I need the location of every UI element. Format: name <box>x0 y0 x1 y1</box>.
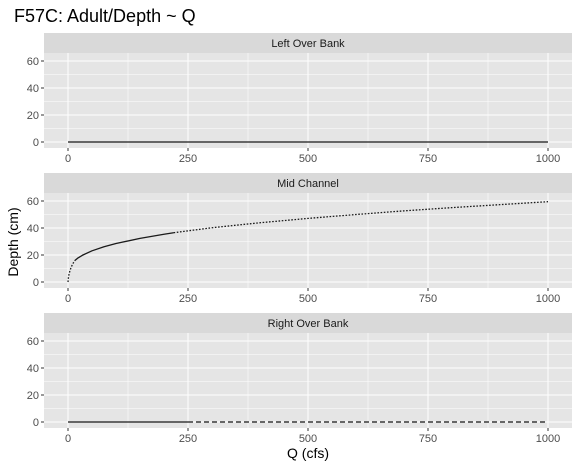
x-tick-label: 0 <box>65 293 71 305</box>
chart-title: F57C: Adult/Depth ~ Q <box>14 6 196 26</box>
facet-strip-label: Right Over Bank <box>268 318 349 330</box>
x-tick-label: 750 <box>419 293 437 305</box>
x-tick-label: 250 <box>179 153 197 165</box>
y-tick-label: 20 <box>27 250 39 262</box>
facet-strip-label: Mid Channel <box>277 178 339 190</box>
facet-panel: Mid Channel 0 20 40 60 0 250 500 750 1000 <box>27 173 572 305</box>
y-tick-label: 0 <box>33 137 39 149</box>
y-tick-label: 60 <box>27 336 39 348</box>
facet-strip <box>44 313 572 333</box>
x-tick-label: 0 <box>65 433 71 445</box>
y-tick-label: 20 <box>27 110 39 122</box>
y-tick-label: 60 <box>27 196 39 208</box>
y-tick-label: 0 <box>33 417 39 429</box>
y-tick-label: 20 <box>27 390 39 402</box>
y-axis-title: Depth (cm) <box>5 207 21 276</box>
series-line <box>74 232 174 262</box>
y-tick-label: 0 <box>33 277 39 289</box>
x-tick-label: 0 <box>65 153 71 165</box>
x-tick-label: 1000 <box>536 153 560 165</box>
facet-strip <box>44 33 572 53</box>
facet-strip <box>44 173 572 193</box>
x-tick-label: 1000 <box>536 433 560 445</box>
y-tick-label: 40 <box>27 83 39 95</box>
facet-panel: Right Over Bank 0 20 40 60 0 250 500 750 1000 <box>27 313 572 445</box>
x-tick-label: 500 <box>299 153 317 165</box>
y-tick-label: 40 <box>27 223 39 235</box>
x-tick-label: 500 <box>299 293 317 305</box>
series-line <box>67 260 76 283</box>
x-tick-label: 1000 <box>536 293 560 305</box>
x-tick-label: 750 <box>419 433 437 445</box>
y-tick-label: 40 <box>27 363 39 375</box>
facet-panel: Left Over Bank 0 20 40 60 0 250 500 750 1000 <box>27 33 572 165</box>
x-tick-label: 750 <box>419 153 437 165</box>
x-tick-label: 500 <box>299 433 317 445</box>
y-tick-label: 60 <box>27 56 39 68</box>
series-line <box>173 201 549 234</box>
facet-strip-label: Left Over Bank <box>271 38 345 50</box>
x-axis-title: Q (cfs) <box>287 445 329 461</box>
x-tick-label: 250 <box>179 293 197 305</box>
x-tick-label: 250 <box>179 433 197 445</box>
